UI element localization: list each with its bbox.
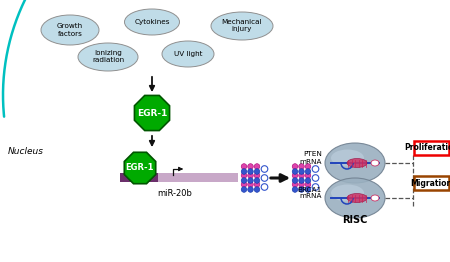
- Circle shape: [312, 184, 319, 190]
- Text: Proliferation: Proliferation: [404, 144, 450, 152]
- Ellipse shape: [347, 194, 367, 203]
- Ellipse shape: [162, 41, 214, 67]
- Circle shape: [299, 173, 304, 178]
- Ellipse shape: [371, 160, 379, 166]
- Text: miR-20b: miR-20b: [158, 189, 193, 198]
- Circle shape: [292, 178, 298, 183]
- Circle shape: [254, 187, 260, 192]
- Circle shape: [254, 173, 260, 178]
- Circle shape: [254, 182, 260, 187]
- Text: PTEN
mRNA: PTEN mRNA: [300, 151, 322, 165]
- Text: EGR-1: EGR-1: [126, 163, 154, 172]
- Circle shape: [248, 182, 253, 187]
- Circle shape: [299, 178, 304, 183]
- Text: EGR-1: EGR-1: [137, 108, 167, 117]
- Circle shape: [305, 173, 311, 178]
- Circle shape: [305, 187, 311, 192]
- Bar: [414, 141, 449, 155]
- Circle shape: [241, 178, 247, 183]
- Circle shape: [312, 175, 319, 181]
- Ellipse shape: [41, 15, 99, 45]
- Circle shape: [254, 178, 260, 183]
- Circle shape: [261, 175, 268, 181]
- Text: Nucleus: Nucleus: [8, 148, 44, 156]
- Bar: [158, 173, 238, 182]
- Ellipse shape: [211, 12, 273, 40]
- Circle shape: [248, 164, 253, 169]
- Text: RISC: RISC: [342, 215, 368, 225]
- Circle shape: [248, 173, 253, 178]
- Circle shape: [261, 166, 268, 172]
- Text: Migration: Migration: [410, 178, 450, 188]
- Circle shape: [261, 184, 268, 190]
- Circle shape: [305, 164, 311, 169]
- Circle shape: [292, 187, 298, 192]
- Ellipse shape: [325, 178, 385, 218]
- Circle shape: [248, 187, 253, 192]
- Polygon shape: [135, 95, 170, 130]
- Text: BRCA1
mRNA: BRCA1 mRNA: [298, 187, 322, 199]
- Circle shape: [292, 182, 298, 187]
- Circle shape: [299, 187, 304, 192]
- Circle shape: [241, 164, 247, 169]
- Circle shape: [254, 164, 260, 169]
- Polygon shape: [124, 152, 156, 184]
- Circle shape: [292, 164, 298, 169]
- Text: UV light: UV light: [174, 51, 202, 57]
- Bar: [414, 176, 449, 190]
- Ellipse shape: [78, 43, 138, 71]
- Circle shape: [305, 178, 311, 183]
- Circle shape: [305, 182, 311, 187]
- Circle shape: [312, 166, 319, 172]
- Circle shape: [248, 178, 253, 183]
- Circle shape: [241, 169, 247, 174]
- Circle shape: [241, 182, 247, 187]
- Text: Mechanical
injury: Mechanical injury: [222, 19, 262, 32]
- Bar: [120, 173, 158, 182]
- Circle shape: [299, 182, 304, 187]
- Circle shape: [305, 169, 311, 174]
- Circle shape: [241, 187, 247, 192]
- Text: Ionizing
radiation: Ionizing radiation: [92, 51, 124, 63]
- Circle shape: [254, 169, 260, 174]
- Ellipse shape: [331, 184, 364, 201]
- Ellipse shape: [371, 195, 379, 201]
- Circle shape: [299, 164, 304, 169]
- Circle shape: [292, 169, 298, 174]
- Ellipse shape: [325, 143, 385, 183]
- Ellipse shape: [125, 9, 180, 35]
- Circle shape: [292, 173, 298, 178]
- Circle shape: [241, 173, 247, 178]
- Circle shape: [248, 169, 253, 174]
- Text: Cytokines: Cytokines: [134, 19, 170, 25]
- Ellipse shape: [347, 159, 367, 167]
- Ellipse shape: [331, 150, 364, 166]
- Circle shape: [299, 169, 304, 174]
- Text: Growth
factors: Growth factors: [57, 24, 83, 36]
